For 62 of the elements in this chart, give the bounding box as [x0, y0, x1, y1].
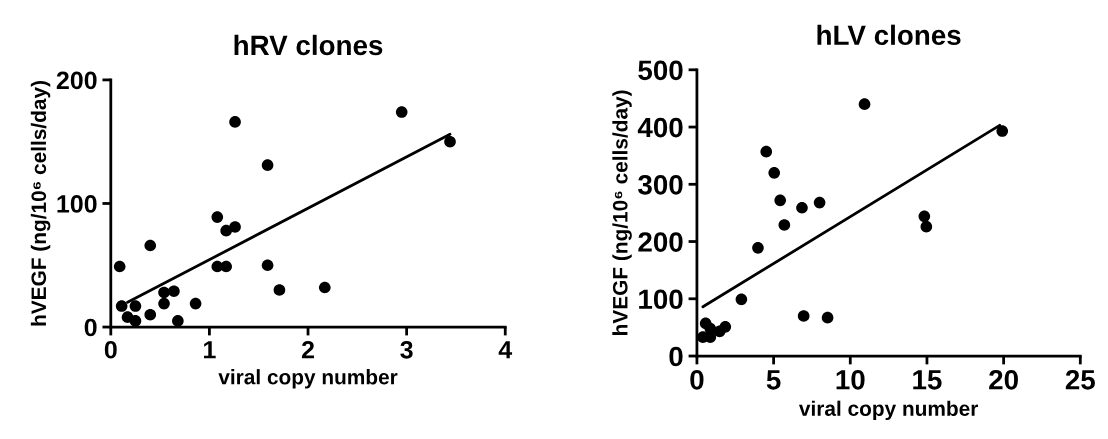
point	[220, 260, 232, 273]
point	[129, 300, 142, 312]
point	[996, 125, 1009, 137]
point	[774, 194, 787, 207]
y-tick-label: 200	[638, 232, 683, 252]
point	[229, 116, 241, 128]
point	[752, 242, 764, 254]
point	[229, 221, 241, 233]
point	[760, 145, 773, 158]
y-tick-label: 300	[638, 174, 683, 195]
point	[144, 239, 157, 252]
y-tick-label: 100	[639, 289, 683, 310]
point	[113, 260, 126, 273]
y-tick-label: 0	[84, 318, 97, 337]
x-tick-label: 15	[913, 370, 942, 390]
point	[158, 286, 170, 299]
x-tick-label: 5	[766, 370, 781, 390]
point	[261, 259, 274, 272]
point	[129, 315, 142, 327]
point	[719, 321, 732, 333]
x-tick-label: 2	[301, 340, 314, 359]
x-tick-label: 0	[104, 340, 117, 359]
point	[821, 311, 834, 324]
point	[920, 220, 933, 233]
point	[444, 135, 456, 148]
x-tick-label: 0	[690, 369, 704, 390]
x-axis-title: viral copy number	[218, 369, 398, 389]
point	[144, 308, 157, 321]
y-axis-title: hVEGF (ng/10⁶ cells/day)	[30, 81, 51, 326]
point	[858, 98, 871, 110]
point	[211, 211, 224, 223]
y-tick-label: 500	[638, 60, 683, 81]
x-tick-label: 10	[836, 369, 865, 390]
point	[273, 284, 286, 296]
point	[261, 159, 274, 171]
point	[318, 281, 331, 294]
point	[220, 224, 232, 237]
y-tick-label: 100	[57, 195, 97, 213]
x-tick-label: 1	[204, 341, 216, 359]
point	[115, 300, 128, 312]
point	[158, 297, 170, 310]
y-tick-label: 200	[56, 71, 97, 90]
y-tick-label: 400	[637, 117, 683, 138]
point	[168, 285, 180, 298]
point	[735, 293, 748, 306]
chart-title: hLV clones	[817, 24, 961, 46]
point	[797, 310, 810, 322]
point	[172, 315, 184, 327]
chart-title: hRV clones	[234, 34, 383, 56]
point	[778, 219, 791, 231]
x-tick-label: 3	[400, 340, 413, 359]
point	[768, 167, 781, 179]
x-tick-label: 20	[989, 369, 1018, 390]
point	[918, 210, 931, 223]
point	[189, 297, 202, 310]
x-tick-label: 4	[498, 341, 513, 359]
x-tick-label: 25	[1065, 369, 1095, 390]
point	[796, 201, 808, 214]
x-axis-title: viral copy number	[798, 400, 979, 421]
point	[395, 106, 408, 118]
point	[813, 196, 826, 209]
y-axis-title: hVEGF (ng/10⁶ cells/day)	[612, 90, 632, 335]
